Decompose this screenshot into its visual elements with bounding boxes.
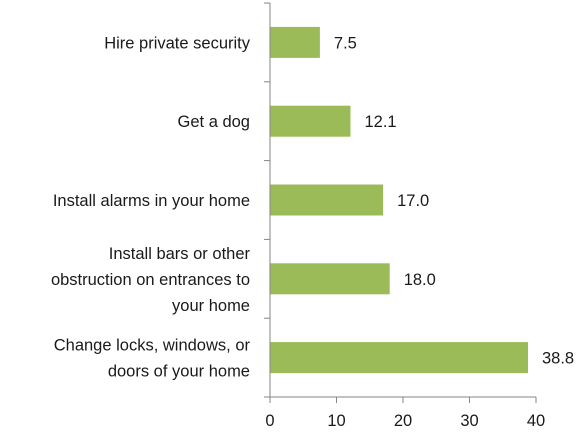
category-labels-group: Hire private security Get a dog Install al…	[51, 34, 251, 380]
x-tick-label-2: 20	[394, 412, 412, 430]
x-tick-label-0: 0	[265, 412, 274, 430]
value-label-2: 17.0	[397, 192, 429, 210]
bar-0	[270, 26, 320, 58]
x-tick-label-4: 40	[527, 412, 545, 430]
category-label-2: Install alarms in your home	[53, 192, 250, 210]
category-label-line: obstruction on entrances to	[51, 271, 250, 289]
bar-3	[270, 263, 390, 295]
category-label-line: Change locks, windows, or	[54, 337, 251, 355]
value-label-3: 18.0	[404, 271, 436, 289]
category-label-0: Hire private security	[104, 34, 251, 52]
bars-group	[270, 26, 528, 374]
x-tick-label-3: 30	[460, 412, 478, 430]
value-label-0: 7.5	[334, 34, 357, 52]
bar-4	[270, 342, 528, 374]
value-label-4: 38.8	[542, 350, 574, 368]
axes-group: 0 10 20 30 40	[264, 2, 545, 430]
category-label-line: Hire private security	[104, 34, 251, 52]
category-label-line: Install alarms in your home	[53, 192, 250, 210]
bar-2	[270, 184, 384, 216]
category-label-4: Change locks, windows, or doors of your h…	[54, 337, 251, 381]
bar-1	[270, 105, 351, 137]
category-label-line: doors of your home	[108, 363, 250, 381]
x-tick-label-1: 10	[327, 412, 345, 430]
value-label-1: 12.1	[365, 113, 397, 131]
category-label-line: Install bars or other	[109, 245, 251, 263]
category-label-line: your home	[172, 297, 250, 315]
category-label-1: Get a dog	[178, 113, 250, 131]
value-labels-group: 7.5 12.1 17.0 18.0 38.8	[334, 34, 574, 367]
category-label-line: Get a dog	[178, 113, 250, 131]
category-label-3: Install bars or other obstruction on entr…	[51, 245, 251, 315]
